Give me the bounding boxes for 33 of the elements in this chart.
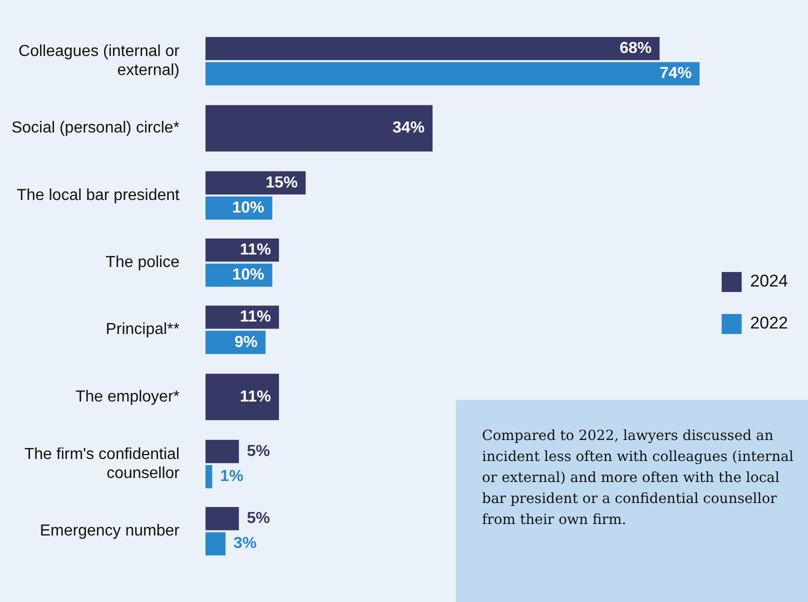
bar — [206, 171, 306, 194]
data-label: 11% — [240, 388, 271, 406]
bar — [206, 532, 226, 556]
bar — [206, 37, 660, 60]
data-label: 10% — [232, 266, 264, 284]
data-label: 3% — [234, 535, 257, 552]
y-tick-label: The employer* — [75, 388, 180, 406]
bar — [206, 306, 279, 329]
bar — [206, 62, 700, 86]
data-label: 5% — [246, 442, 270, 460]
data-label: 74% — [660, 65, 692, 82]
data-label: 15% — [266, 174, 298, 192]
y-tick-label: The police — [106, 254, 180, 272]
data-label: 34% — [392, 120, 425, 137]
data-label: 10% — [232, 199, 264, 216]
data-label: 11% — [240, 308, 271, 326]
y-tick-label: Social (personal) circle* — [11, 120, 180, 137]
data-label: 11% — [240, 241, 271, 258]
legend-label: 2022 — [750, 314, 788, 333]
text-box: Compared to 2022, lawyers discussed an incident less often with colleagues (internal or external) and more often with the local bar president or a confidential counsellor from their own firm. — [456, 400, 808, 602]
y-tick-label: The firm's confidential counsellor — [24, 446, 180, 482]
data-label: 9% — [234, 334, 258, 351]
bar — [206, 440, 239, 464]
data-label: 68% — [620, 40, 652, 57]
bar — [206, 465, 212, 488]
data-label: 5% — [246, 510, 270, 528]
y-tick-label: The local bar president — [16, 186, 180, 204]
y-tick-label: Principal** — [106, 321, 180, 338]
data-label: 1% — [220, 468, 244, 486]
y-tick-label: Emergency number — [40, 522, 180, 540]
legend-label: 2024 — [750, 272, 788, 291]
y-tick-label: Colleagues (internal or external) — [18, 42, 180, 80]
bar — [206, 507, 239, 530]
